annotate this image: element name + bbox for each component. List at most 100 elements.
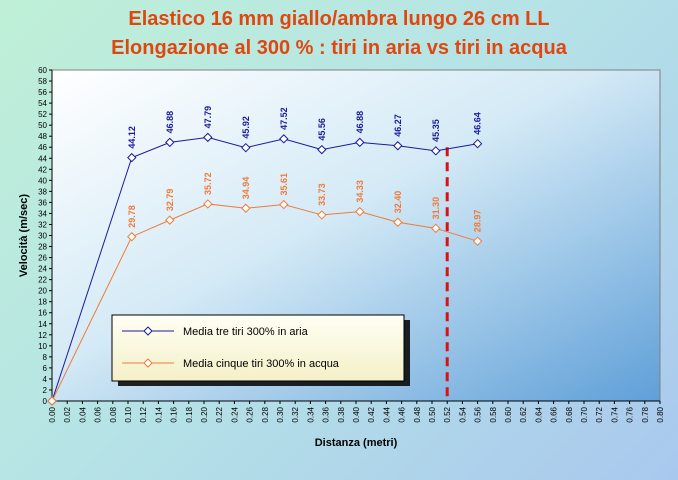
data-point-marker [203,199,213,209]
y-tick-label: 22 [38,276,47,285]
y-tick-label: 24 [38,265,47,274]
y-tick-label: 46 [38,143,47,152]
data-label: 45.56 [317,118,327,141]
x-tick-label: 0.30 [276,406,285,422]
data-label: 46.88 [355,111,365,134]
y-tick-label: 38 [38,187,47,196]
x-tick-label: 0.36 [322,406,331,422]
y-tick-label: 44 [38,154,47,163]
y-tick-label: 10 [38,342,47,351]
data-point-marker [165,137,175,148]
legend-label-1: Media tre tiri 300% in aria [183,326,309,338]
y-tick-label: 0 [43,397,48,406]
x-tick-label: 0.52 [443,406,452,422]
x-tick-label: 0.16 [170,406,179,422]
x-axis-title: Distanza (metri) [315,437,398,449]
data-point-marker [241,203,251,213]
data-label: 32.79 [165,189,175,212]
y-tick-label: 18 [38,298,47,307]
y-tick-label: 42 [38,165,47,174]
data-point-marker [203,132,213,143]
x-tick-label: 0.26 [246,406,255,422]
data-point-marker [317,144,327,155]
x-tick-label: 0.76 [626,406,635,422]
y-tick-label: 14 [38,320,47,329]
data-point-marker [393,217,403,227]
x-tick-label: 0.64 [534,406,543,422]
data-point-marker [279,199,289,210]
data-point-marker [317,210,327,220]
x-tick-label: 0.44 [382,406,391,422]
x-tick-label: 0.54 [458,406,467,422]
data-point-marker [241,142,251,153]
x-tick-label: 0.58 [489,406,498,422]
data-point-marker [431,223,441,234]
y-tick-label: 20 [38,287,47,296]
x-tick-label: 0.00 [48,406,57,422]
data-label: 35.61 [279,173,289,196]
y-tick-label: 26 [38,254,47,263]
data-point-marker [431,146,441,156]
y-tick-label: 2 [43,386,48,395]
x-tick-label: 0.80 [656,406,665,422]
legend-marker-2 [143,358,153,368]
y-axis-title: Velocità (m/sec) [18,194,30,277]
y-tick-label: 32 [38,220,47,229]
x-tick-label: 0.08 [109,406,118,422]
x-tick-label: 0.02 [63,406,72,422]
data-point-marker [47,396,57,406]
x-tick-label: 0.50 [428,406,437,422]
x-tick-label: 0.14 [154,406,163,422]
y-tick-label: 58 [38,77,47,86]
y-tick-label: 28 [38,243,47,252]
x-tick-label: 0.56 [474,406,483,422]
data-point-marker [127,232,137,242]
x-tick-label: 0.60 [504,406,513,422]
data-label: 31.30 [431,197,441,220]
x-tick-label: 0.48 [413,406,422,422]
data-label: 33.73 [317,183,327,206]
x-tick-label: 0.24 [230,406,239,422]
data-label: 47.52 [279,107,289,130]
data-label: 46.27 [393,114,403,137]
y-tick-label: 54 [38,99,47,108]
legend-label-2: Media cinque tiri 300% in acqua [183,358,340,370]
y-tick-label: 12 [38,331,47,340]
data-point-marker [355,206,365,217]
x-tick-label: 0.28 [261,406,270,422]
chart-subtitle: Elongazione al 300 % : tiri in aria vs t… [111,37,567,59]
y-tick-label: 52 [38,110,47,119]
data-label: 45.35 [431,119,441,142]
x-tick-label: 0.72 [595,406,604,422]
y-tick-label: 56 [38,88,47,97]
data-label: 45.92 [241,116,251,139]
x-tick-label: 0.06 [94,406,103,422]
x-tick-label: 0.34 [306,406,315,422]
data-point-marker [472,236,483,246]
x-tick-label: 0.04 [78,406,87,422]
data-label: 46.64 [473,112,483,135]
y-tick-label: 30 [38,232,47,241]
data-label: 28.97 [473,210,483,233]
legend-marker-1 [143,326,153,336]
y-tick-label: 60 [38,66,47,75]
x-tick-label: 0.42 [367,406,376,422]
x-tick-label: 0.20 [200,406,209,422]
y-tick-label: 50 [38,121,47,130]
y-tick-label: 36 [38,198,47,207]
data-point-marker [165,215,175,225]
x-tick-label: 0.66 [550,406,559,422]
data-point-marker [127,152,137,163]
x-tick-label: 0.74 [610,406,619,422]
data-label: 47.79 [203,106,213,129]
x-tick-label: 0.12 [139,406,148,422]
x-tick-label: 0.78 [641,406,650,422]
data-label: 29.78 [127,205,137,228]
data-label: 32.40 [393,191,403,214]
data-label: 34.94 [241,177,251,200]
data-label: 44.12 [127,126,137,149]
data-point-marker [393,141,403,151]
data-label: 46.88 [165,111,175,134]
